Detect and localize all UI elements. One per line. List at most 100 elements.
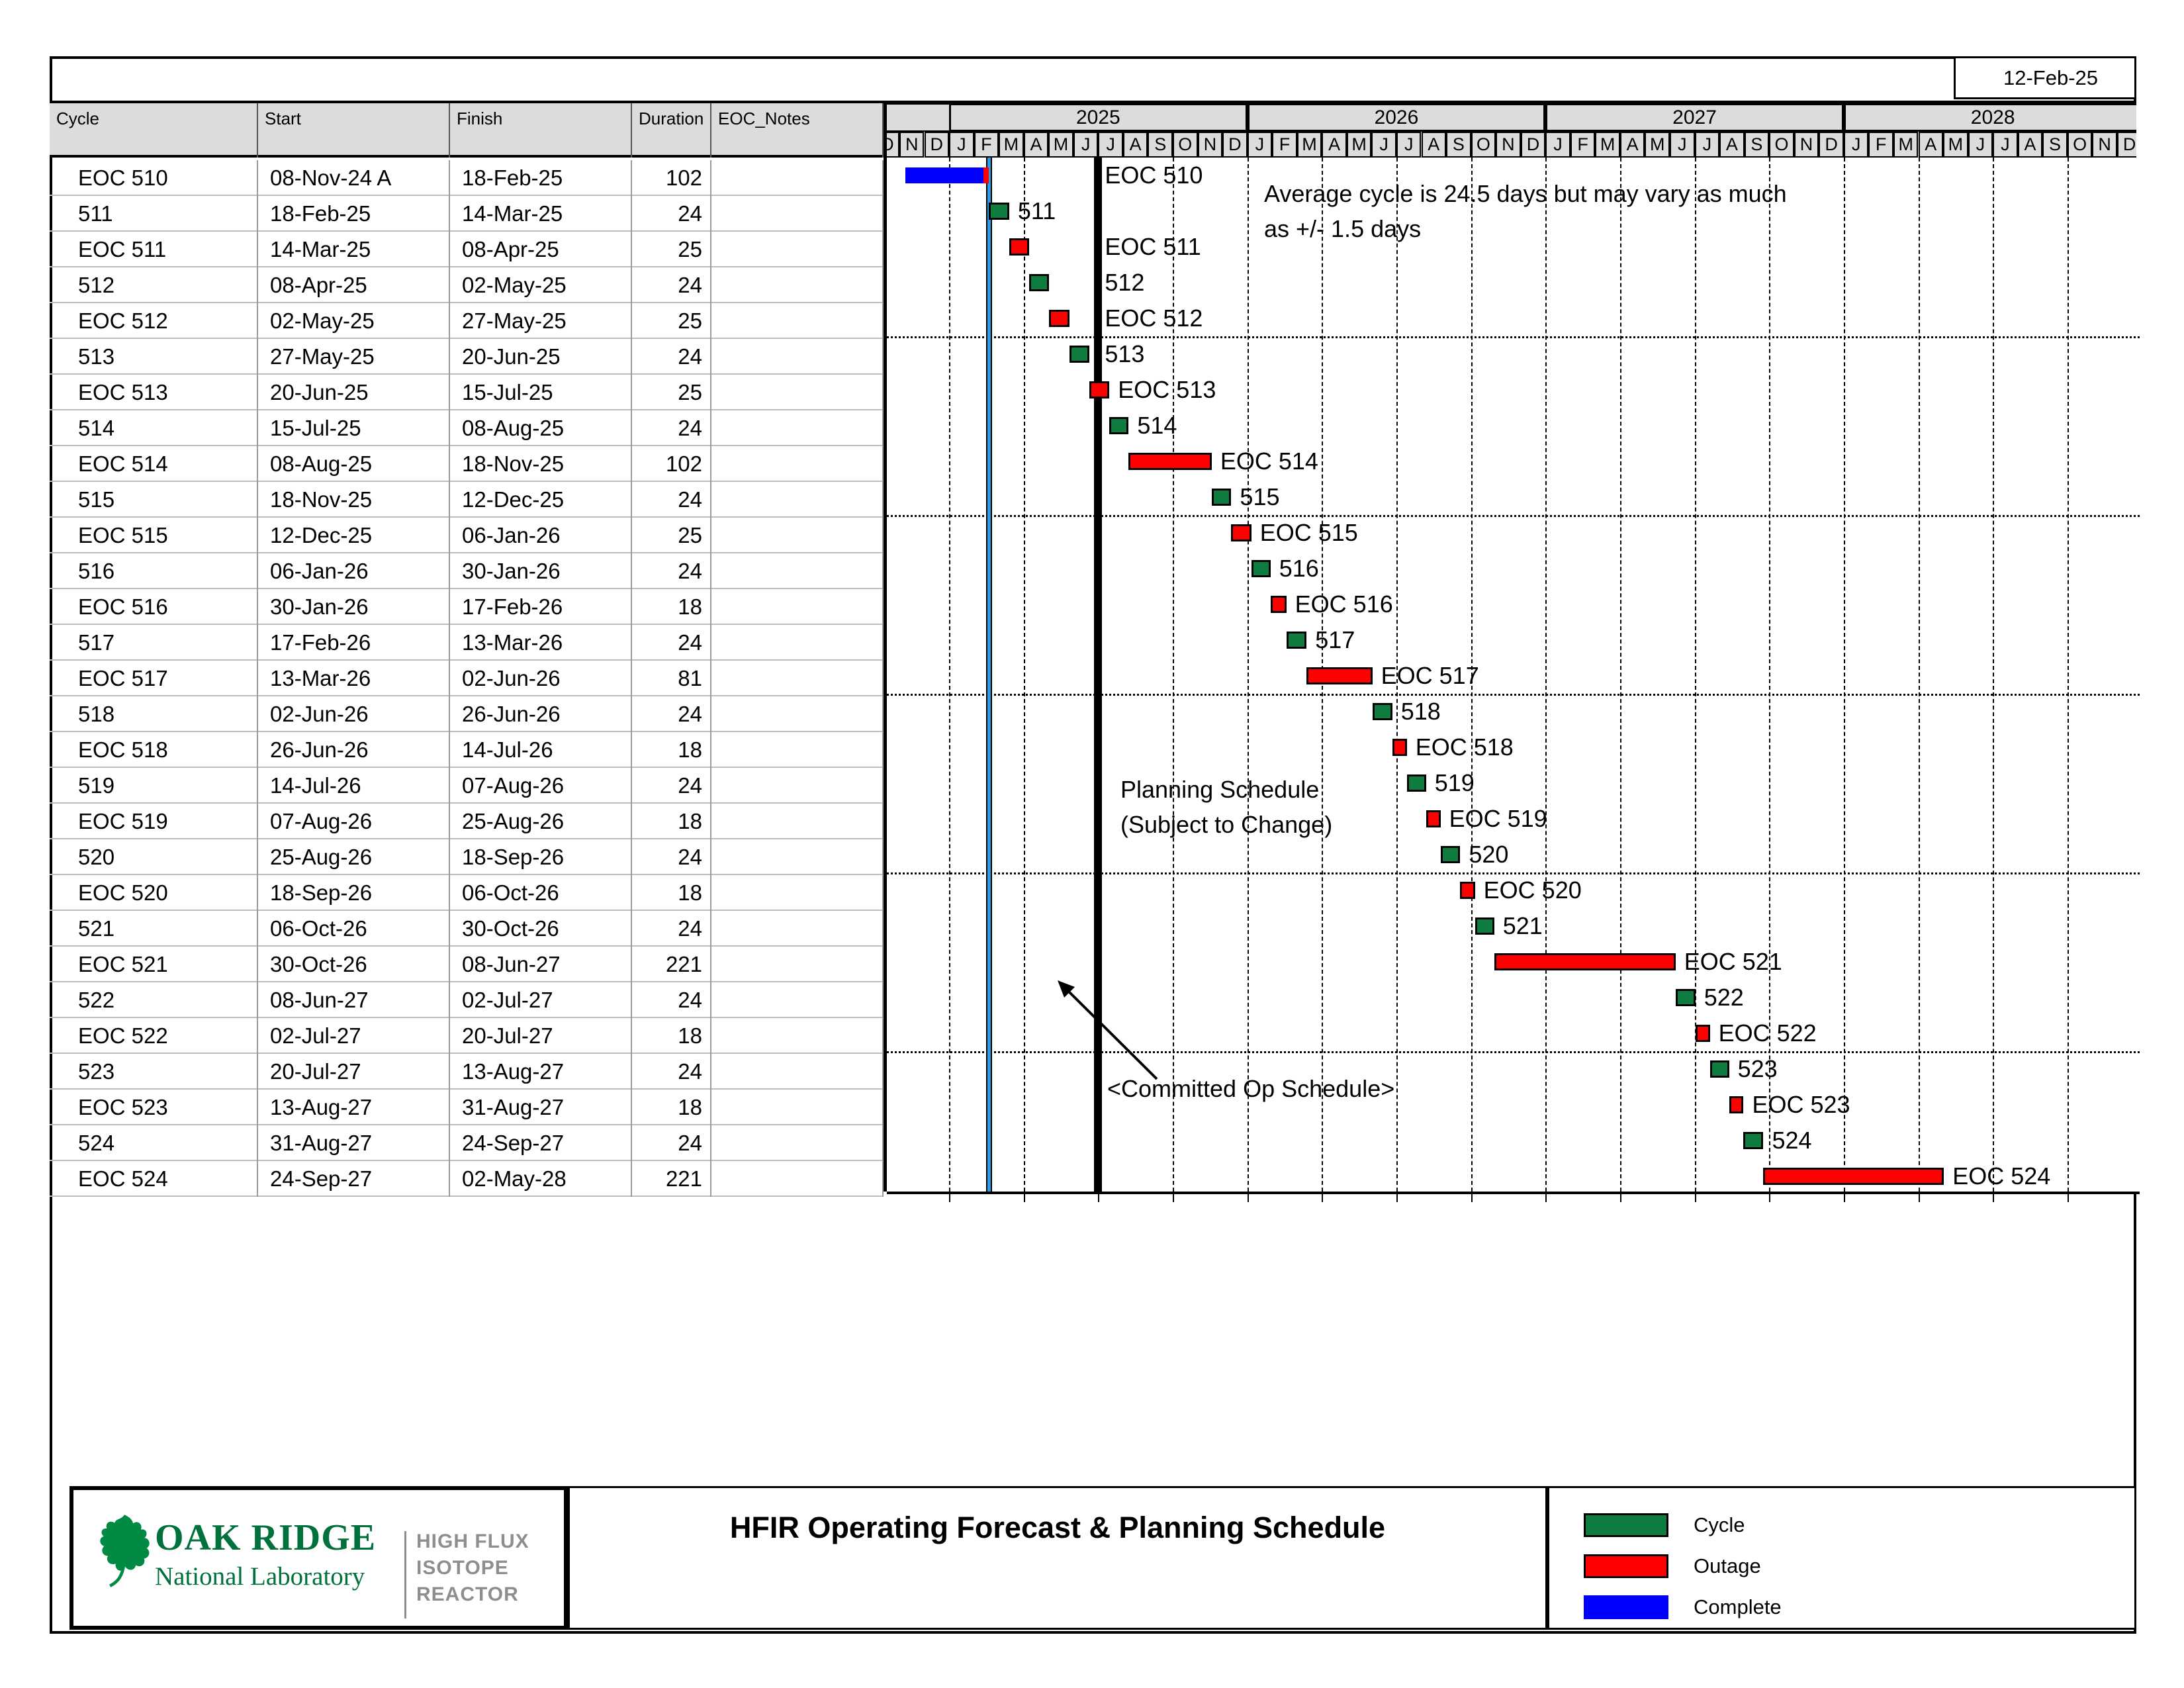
page-title-box: HFIR Operating Forecast & Planning Sched… <box>568 1486 1547 1630</box>
status-date-line <box>986 158 993 1192</box>
table-row: 521 06-Oct-26 30-Oct-26 24 <box>50 911 884 947</box>
quarter-gridline <box>1918 158 1920 1192</box>
table-row: EOC 517 13-Mar-26 02-Jun-26 81 <box>50 661 884 696</box>
cell-eoc_notes <box>711 303 884 339</box>
cell-cycle: 518 <box>50 696 258 732</box>
cell-cycle: 516 <box>50 553 258 589</box>
gantt-bar-outage <box>1049 310 1069 327</box>
hfir-facility-label: HIGH FLUX ISOTOPE REACTOR <box>416 1528 529 1608</box>
bar-label: EOC 524 <box>1952 1162 2051 1190</box>
gantt-bar-cycle <box>1286 632 1307 649</box>
month-cell-J: J <box>949 132 974 158</box>
table-row: EOC 519 07-Aug-26 25-Aug-26 18 <box>50 804 884 839</box>
axis-tick <box>1545 1194 1547 1202</box>
cell-finish: 18-Nov-25 <box>450 446 632 482</box>
cell-eoc_notes <box>711 160 884 196</box>
cell-finish: 02-May-28 <box>450 1161 632 1197</box>
month-cell-D: D <box>2116 132 2136 158</box>
year-cell-2027: 2027 <box>1545 103 1844 132</box>
bar-label: 518 <box>1400 698 1441 725</box>
cell-cycle: EOC 519 <box>50 804 258 839</box>
legend-box: Cycle Outage Complete <box>1547 1486 2136 1630</box>
cell-start: 26-Jun-26 <box>258 732 450 768</box>
cell-start: 24-Sep-27 <box>258 1161 450 1197</box>
bar-label: EOC 510 <box>1105 162 1203 189</box>
axis-tick <box>1322 1194 1324 1202</box>
planning-schedule-note-line1: Planning Schedule <box>1120 776 1320 803</box>
cell-finish: 20-Jul-27 <box>450 1018 632 1054</box>
table-header-finish: Finish <box>450 103 632 158</box>
cell-duration: 24 <box>632 768 711 804</box>
bar-label: EOC 514 <box>1220 447 1318 475</box>
cell-duration: 18 <box>632 804 711 839</box>
cell-eoc_notes <box>711 911 884 947</box>
month-cell-D: D <box>924 132 950 158</box>
axis-tick <box>1023 1194 1025 1202</box>
cell-start: 15-Jul-25 <box>258 410 450 446</box>
table-header-row: Cycle Start Finish Duration EOC_Notes <box>50 103 884 158</box>
quarter-gridline <box>1173 158 1174 1192</box>
average-cycle-note-line2: as +/- 1.5 days <box>1264 215 1422 242</box>
gantt-bar-cycle <box>1251 560 1271 577</box>
cell-start: 20-Jun-25 <box>258 375 450 410</box>
cell-eoc_notes <box>711 267 884 303</box>
cell-cycle: 514 <box>50 410 258 446</box>
month-cell-M: M <box>1893 132 1919 158</box>
bar-label: 514 <box>1137 412 1177 439</box>
cell-duration: 102 <box>632 446 711 482</box>
cell-eoc_notes <box>711 661 884 696</box>
table-row: EOC 513 20-Jun-25 15-Jul-25 25 <box>50 375 884 410</box>
committed-op-schedule-label: <Committed Op Schedule> <box>1107 1075 1395 1102</box>
cell-start: 02-Jul-27 <box>258 1018 450 1054</box>
cell-eoc_notes <box>711 518 884 553</box>
bar-label: 519 <box>1434 769 1475 796</box>
table-row: EOC 523 13-Aug-27 31-Aug-27 18 <box>50 1090 884 1125</box>
month-cell-J: J <box>1247 132 1273 158</box>
gantt-bar-cycle <box>1406 774 1426 792</box>
month-cell-J: J <box>1098 132 1123 158</box>
gantt-bar-outage <box>1270 596 1287 613</box>
cell-start: 18-Nov-25 <box>258 482 450 518</box>
quarter-gridline <box>949 158 951 1192</box>
committed-op-schedule-line <box>1094 158 1103 1192</box>
gantt-timescale: 2025 2026 2027 2028 O N D J F M A M J J A S O N D J F M A M J J A S… <box>887 103 2136 158</box>
axis-tick <box>1694 1194 1696 1202</box>
cell-duration: 18 <box>632 1090 711 1125</box>
cell-cycle: EOC 513 <box>50 375 258 410</box>
month-cell-D: D <box>1819 132 1844 158</box>
cell-eoc_notes <box>711 1018 884 1054</box>
gantt-bar-outage <box>1494 953 1676 970</box>
cell-duration: 24 <box>632 625 711 661</box>
month-cell-S: S <box>1148 132 1173 158</box>
cell-start: 30-Oct-26 <box>258 947 450 982</box>
cell-duration: 102 <box>632 160 711 196</box>
cell-start: 27-May-25 <box>258 339 450 375</box>
legend-swatch-cycle <box>1584 1513 1668 1537</box>
table-row: 513 27-May-25 20-Jun-25 24 <box>50 339 884 375</box>
gantt-bar-cycle <box>1372 703 1392 720</box>
year-cell-blank <box>887 103 951 132</box>
cell-cycle: 519 <box>50 768 258 804</box>
quarter-gridline <box>1396 158 1398 1192</box>
gantt-bar-cycle <box>1211 489 1232 506</box>
cell-cycle: EOC 522 <box>50 1018 258 1054</box>
month-cell-J: J <box>1968 132 1993 158</box>
cell-eoc_notes <box>711 982 884 1018</box>
quarter-gridline <box>1471 158 1473 1192</box>
cell-eoc_notes <box>711 768 884 804</box>
month-cell-N: N <box>2092 132 2117 158</box>
cell-eoc_notes <box>711 1090 884 1125</box>
schedule-table: Cycle Start Finish Duration EOC_Notes EOC 510… <box>50 101 884 1197</box>
quarter-gridline <box>1023 158 1025 1192</box>
bar-label: EOC 519 <box>1449 805 1547 832</box>
table-header-cycle: Cycle <box>50 103 258 158</box>
cell-finish: 06-Jan-26 <box>450 518 632 553</box>
cell-finish: 15-Jul-25 <box>450 375 632 410</box>
bar-label: 520 <box>1469 841 1509 868</box>
quarter-gridline <box>2067 158 2069 1192</box>
month-cell-J: J <box>1396 132 1422 158</box>
band-gridline <box>887 694 2140 696</box>
cell-eoc_notes <box>711 625 884 661</box>
table-row: 517 17-Feb-26 13-Mar-26 24 <box>50 625 884 661</box>
